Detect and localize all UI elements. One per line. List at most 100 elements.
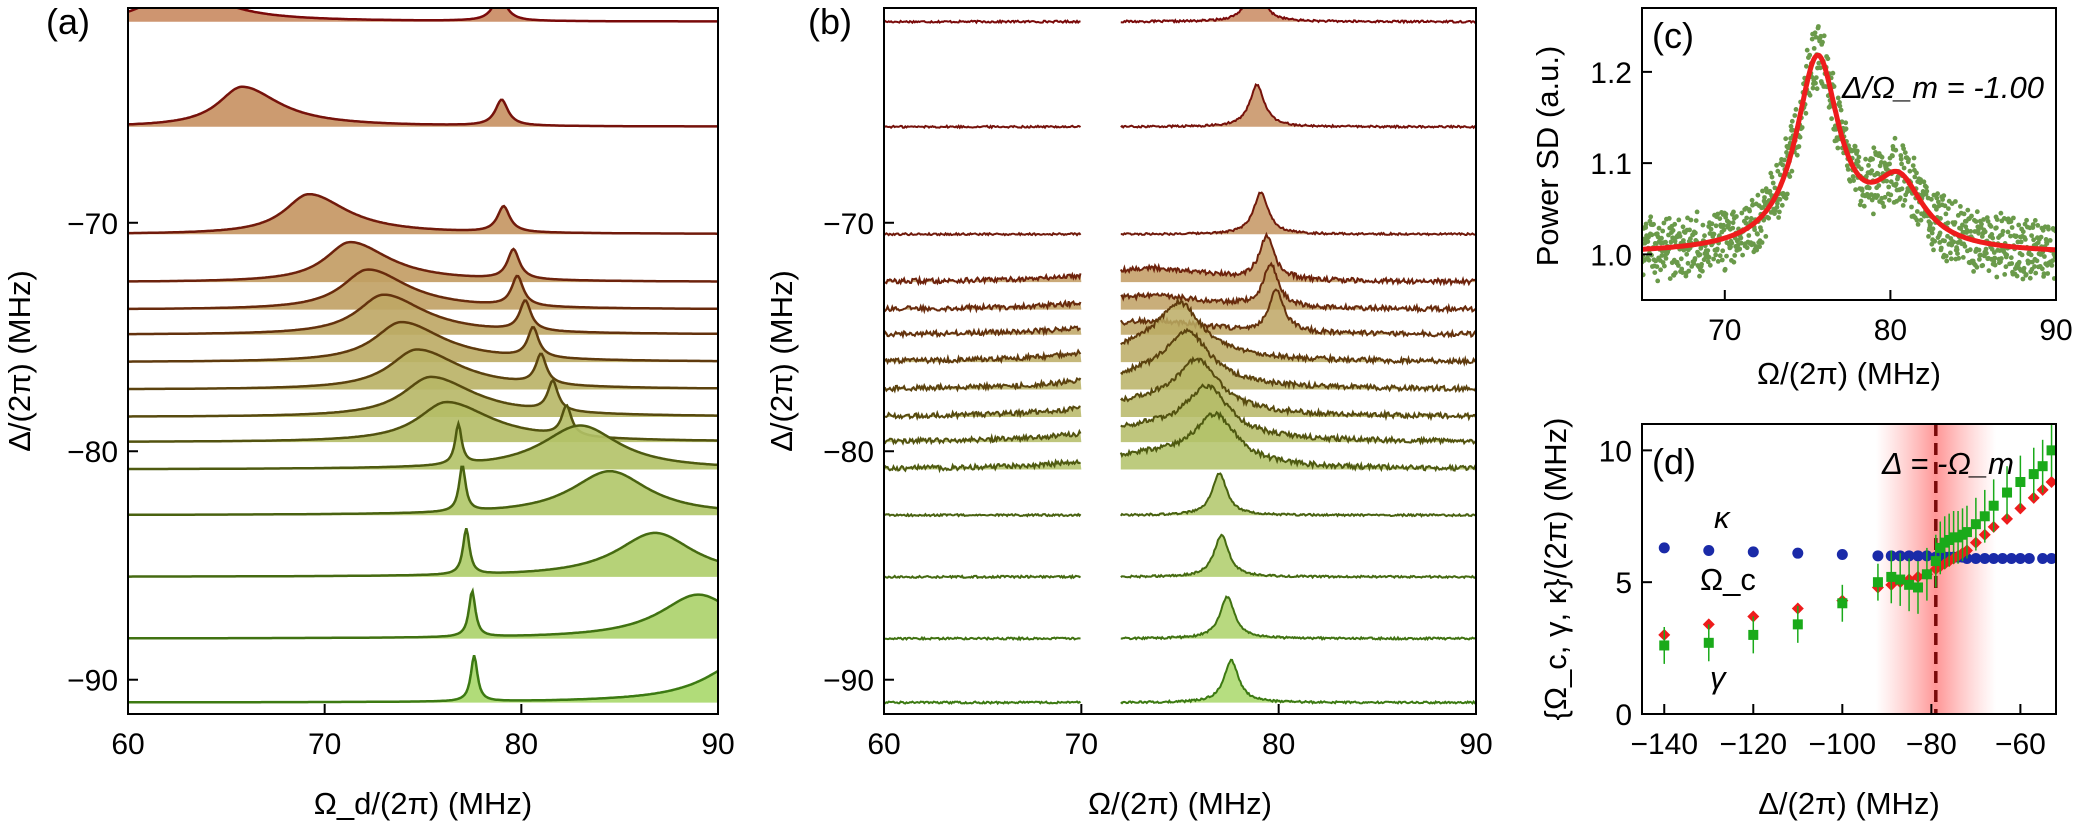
panel-b-ytick-label: −80 (823, 436, 874, 469)
power-sd-point (1660, 260, 1666, 265)
power-sd-point (1796, 144, 1802, 149)
power-sd-point (1881, 204, 1887, 209)
power-sd-point (1719, 257, 1725, 263)
panel-a-xtick-label: 80 (505, 728, 538, 761)
power-sd-point (1982, 229, 1988, 235)
power-sd-point (1759, 240, 1765, 245)
power-sd-point (1960, 255, 1966, 260)
power-sd-point (1897, 195, 1903, 201)
panel-a-ytick-label: −90 (67, 665, 118, 698)
power-sd-point (1655, 278, 1661, 284)
panel-b-xtick-label: 90 (1459, 728, 1492, 761)
power-sd-point (1861, 203, 1867, 209)
power-sd-point (1777, 197, 1783, 202)
power-sd-point (1977, 257, 1982, 262)
gamma-point (1748, 629, 1759, 640)
power-sd-point (1783, 195, 1789, 201)
panel-c-xtick-label: 80 (1874, 314, 1907, 347)
power-sd-point (1810, 85, 1816, 91)
power-sd-point (1803, 110, 1809, 116)
panel-b-frame (883, 7, 1477, 715)
power-sd-point (1893, 147, 1899, 153)
power-sd-point (1953, 199, 1958, 204)
power-sd-point (1715, 259, 1721, 264)
noise-trace (884, 18, 1081, 25)
power-sd-point (1697, 273, 1702, 279)
panel-d-label: (d) (1652, 441, 1696, 482)
noise-trace (1120, 355, 1476, 422)
noise-trace (1120, 658, 1476, 705)
power-sd-point (1670, 228, 1676, 233)
power-sd-point (1744, 245, 1750, 251)
power-sd-point (1661, 220, 1667, 226)
power-sd-point (1855, 159, 1861, 165)
power-sd-point (1898, 153, 1904, 158)
power-sd-point (1726, 220, 1732, 225)
power-sd-point (1835, 95, 1841, 101)
power-sd-point (1936, 199, 1941, 205)
fit-curve (1642, 52, 2056, 253)
power-sd-point (1739, 240, 1744, 246)
power-sd-point (1928, 221, 1933, 226)
power-sd-point (1645, 239, 1651, 245)
panel-d-annotation: Δ = -Ω_m (1881, 446, 2014, 481)
panel-d-ytick-label: 0 (1615, 699, 1632, 732)
power-sd-point (1893, 181, 1899, 187)
power-sd-point (2028, 252, 2034, 258)
power-sd-point (1715, 211, 1721, 217)
waterfall-trace (128, 527, 718, 578)
power-sd-point (1774, 162, 1779, 168)
noise-trace (1119, 472, 1476, 518)
power-sd-point (1829, 116, 1834, 122)
panel-c-ylabel: Power SD (a.u.) (1530, 46, 1565, 267)
power-sd-point (1915, 222, 1921, 227)
power-sd-point (1902, 150, 1908, 156)
panel-b-ytick-label: −90 (823, 665, 874, 698)
waterfall-fill (128, 423, 718, 470)
panel-b-xtick-label: 70 (1065, 728, 1098, 761)
power-sd-point (1714, 246, 1720, 252)
power-sd-point (1884, 178, 1890, 184)
waterfall-trace (128, 375, 718, 418)
panel-a-xlabel: Ω_d/(2π) (MHz) (314, 786, 533, 821)
panel-a: 60 70 80 90 −70 −80 −90 (a) Ω_d/(2π) (MHz) Δ/(… (2, 1, 735, 821)
power-sd-point (1693, 230, 1698, 236)
power-sd-point (1663, 239, 1668, 245)
power-sd-point (1951, 239, 1957, 245)
power-sd-point (1659, 253, 1665, 258)
noise-fill (884, 273, 1082, 284)
power-sd-point (1763, 234, 1769, 239)
power-sd-point (1820, 39, 1825, 45)
power-sd-point (1758, 228, 1764, 234)
power-sd-point (1813, 75, 1819, 80)
gamma-point (1988, 500, 1999, 511)
power-sd-point (2009, 261, 2015, 266)
panel-b-label: (b) (808, 1, 852, 42)
power-sd-point (1869, 168, 1875, 174)
power-sd-point (1760, 188, 1765, 194)
power-sd-point (2027, 275, 2033, 281)
noise-trace (1120, 327, 1476, 394)
power-sd-point (1942, 238, 1947, 244)
panel-d-xtick-label: −60 (1995, 728, 2046, 761)
power-sd-point (1882, 194, 1888, 200)
power-sd-point (1900, 203, 1906, 208)
power-sd-point (2049, 263, 2055, 268)
waterfall-trace (128, 85, 718, 128)
power-sd-point (1955, 251, 1960, 256)
power-sd-point (1886, 184, 1892, 190)
panel-b-ylabel: Δ/(2π) (MHz) (764, 270, 799, 452)
power-sd-point (1678, 256, 1684, 262)
power-sd-point (1853, 187, 1858, 193)
panel-d-xtick-label: −120 (1720, 728, 1788, 761)
power-sd-point (1721, 227, 1727, 233)
power-sd-point (1748, 216, 1754, 221)
panel-b-ytick-label: −70 (823, 208, 874, 241)
power-sd-point (2008, 219, 2014, 225)
power-sd-point (1929, 196, 1934, 202)
legend-omega: Ω_c (1700, 562, 1756, 597)
power-sd-point (1844, 163, 1850, 169)
kappa-point (1979, 552, 1991, 564)
power-sd-point (1999, 256, 2004, 261)
waterfall-trace (128, 654, 718, 704)
